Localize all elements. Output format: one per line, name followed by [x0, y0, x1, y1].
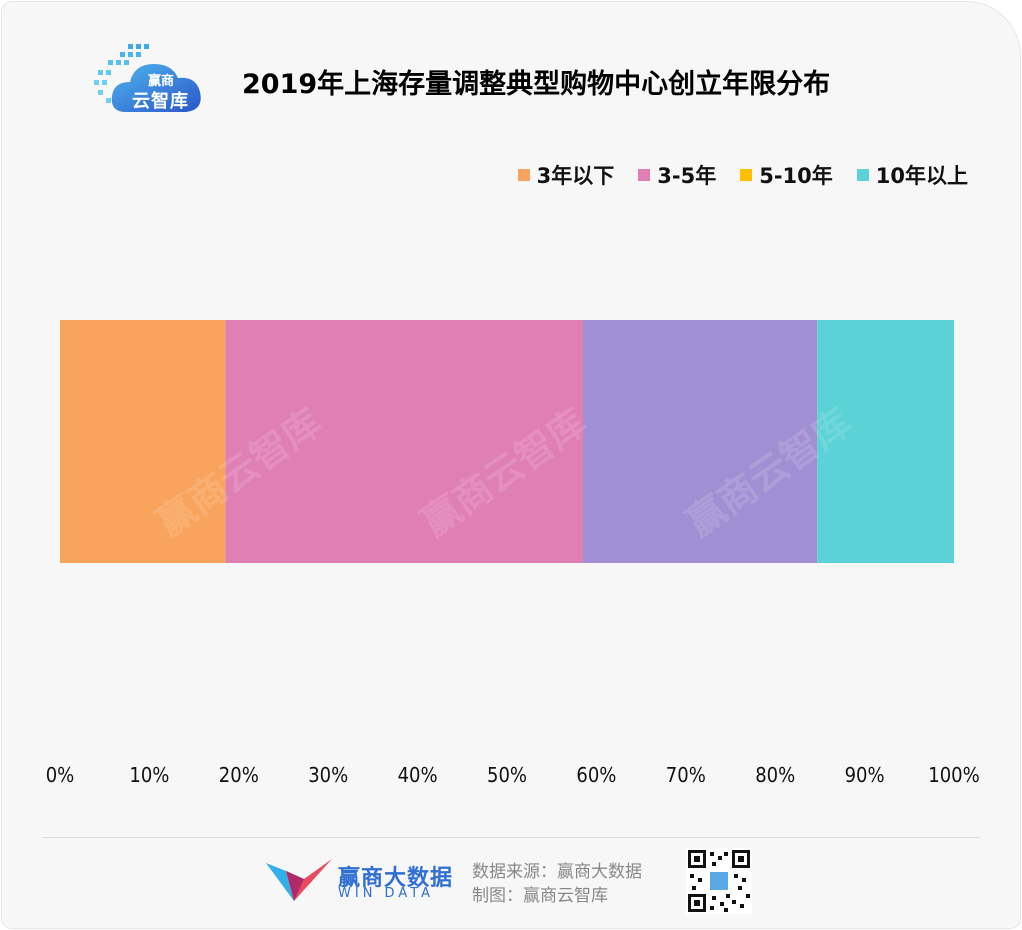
legend-label: 3-5年	[657, 164, 717, 188]
stacked-bar-chart: 0% 10% 20% 30% 40% 50% 60% 70% 80% 90% 100%	[46, 320, 980, 787]
x-tick-label: 50%	[487, 763, 527, 787]
legend-item-over-10: 10年以上	[856, 160, 968, 190]
x-tick-label: 90%	[845, 763, 885, 787]
made-by-text: 制图：赢商云智库	[472, 886, 608, 906]
legend-item-5-10: 5-10年	[740, 160, 833, 190]
x-tick-label: 100%	[928, 763, 979, 787]
legend-item-under-3: 3年以下	[517, 160, 615, 190]
data-source-text: 数据来源：赢商大数据	[472, 862, 642, 882]
legend-label: 10年以上	[875, 164, 968, 188]
x-tick-label: 40%	[398, 763, 438, 787]
legend-label: 5-10年	[759, 164, 833, 188]
legend-swatch	[740, 169, 753, 181]
x-tick-label: 80%	[755, 763, 795, 787]
x-tick-label: 60%	[576, 763, 616, 787]
bar-segment-0	[60, 320, 226, 563]
legend-swatch	[517, 169, 530, 181]
logo-text-line2: 云智库	[132, 91, 189, 112]
bar-segment-2	[582, 320, 818, 563]
footer-brand-sub: WIN DATA	[338, 886, 435, 901]
logo-text-line1: 赢商	[148, 74, 175, 89]
footer-brand-name: 赢商大数据	[338, 866, 454, 891]
x-tick-label: 30%	[308, 763, 348, 787]
cloud-logo-icon	[94, 44, 201, 112]
legend-swatch	[856, 169, 869, 181]
x-tick-label: 10%	[129, 763, 169, 787]
chart-title: 2019年上海存量调整典型购物中心创立年限分布	[242, 69, 831, 100]
x-tick-label: 20%	[219, 763, 259, 787]
legend-swatch	[638, 169, 651, 181]
bar-segment-1	[225, 320, 583, 563]
win-data-logo-icon	[266, 859, 332, 901]
x-tick-label: 0%	[46, 763, 75, 787]
bar-segment-3	[817, 320, 954, 563]
chart-legend: 3年以下 3-5年 5-10年 10年以上	[517, 160, 968, 190]
x-tick-label: 70%	[666, 763, 706, 787]
legend-item-3-5: 3-5年	[638, 160, 716, 190]
footer-source: 数据来源：赢商大数据 制图：赢商云智库	[472, 860, 642, 908]
qr-code-icon	[686, 848, 752, 914]
footer-divider	[42, 837, 980, 838]
legend-label: 3年以下	[536, 164, 615, 188]
